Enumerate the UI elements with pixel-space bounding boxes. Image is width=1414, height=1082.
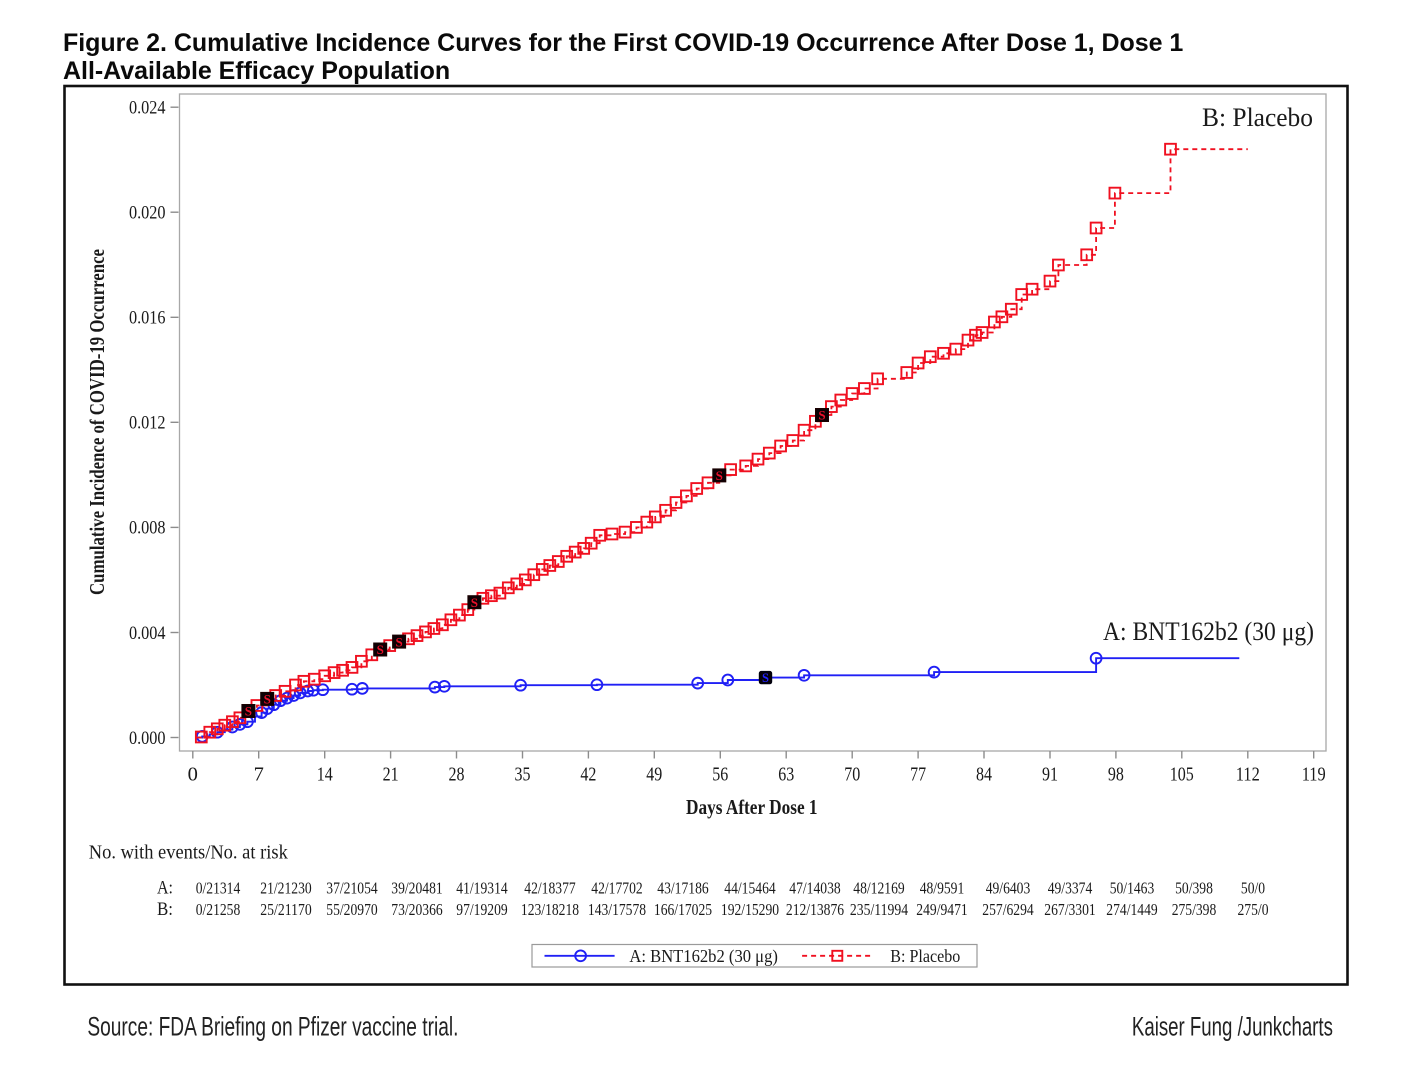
svg-text:49/6403: 49/6403 <box>986 879 1031 898</box>
svg-text:0.008: 0.008 <box>129 518 166 539</box>
svg-text:55/20970: 55/20970 <box>326 900 377 919</box>
svg-text:A:: A: <box>157 879 173 899</box>
svg-text:25/21170: 25/21170 <box>260 900 311 919</box>
svg-text:S: S <box>762 671 769 685</box>
svg-text:Days After Dose 1: Days After Dose 1 <box>686 795 818 819</box>
svg-text:48/12169: 48/12169 <box>853 879 904 898</box>
svg-text:119: 119 <box>1302 764 1326 786</box>
svg-text:48/9591: 48/9591 <box>920 879 965 898</box>
svg-text:S: S <box>716 468 723 483</box>
svg-text:257/6294: 257/6294 <box>982 900 1034 919</box>
svg-text:0.024: 0.024 <box>129 98 166 119</box>
svg-text:14: 14 <box>317 764 333 786</box>
svg-text:143/17578: 143/17578 <box>588 900 646 919</box>
svg-text:S: S <box>471 595 478 610</box>
svg-text:0.012: 0.012 <box>129 413 166 434</box>
svg-text:43/17186: 43/17186 <box>657 879 708 898</box>
svg-text:70: 70 <box>844 764 860 786</box>
svg-text:S: S <box>818 408 825 423</box>
svg-text:41/19314: 41/19314 <box>456 879 508 898</box>
svg-text:S: S <box>395 634 402 649</box>
svg-text:49: 49 <box>646 764 662 786</box>
svg-text:0: 0 <box>188 764 198 786</box>
svg-text:63: 63 <box>778 764 794 786</box>
svg-text:35: 35 <box>515 764 531 786</box>
svg-text:49/3374: 49/3374 <box>1048 879 1093 898</box>
svg-text:37/21054: 37/21054 <box>326 879 378 898</box>
svg-text:249/9471: 249/9471 <box>916 900 967 919</box>
svg-text:97/19209: 97/19209 <box>456 900 507 919</box>
svg-text:212/13876: 212/13876 <box>786 900 844 919</box>
svg-text:105: 105 <box>1170 764 1194 786</box>
svg-text:47/14038: 47/14038 <box>789 879 840 898</box>
svg-text:235/11994: 235/11994 <box>850 900 909 919</box>
svg-text:0/21314: 0/21314 <box>196 879 241 898</box>
svg-text:0.000: 0.000 <box>129 728 166 749</box>
svg-text:21: 21 <box>383 764 399 786</box>
svg-text:44/15464: 44/15464 <box>724 879 776 898</box>
svg-text:A: BNT162b2 (30 μg): A: BNT162b2 (30 μg) <box>629 946 778 967</box>
svg-text:B: Placebo: B: Placebo <box>890 946 960 966</box>
svg-text:84: 84 <box>976 764 992 786</box>
svg-text:73/20366: 73/20366 <box>391 900 442 919</box>
svg-text:50/0: 50/0 <box>1241 879 1265 898</box>
svg-text:42/17702: 42/17702 <box>591 879 642 898</box>
svg-text:0.016: 0.016 <box>129 308 166 329</box>
svg-text:39/20481: 39/20481 <box>391 879 442 898</box>
svg-text:98: 98 <box>1108 764 1124 786</box>
svg-text:77: 77 <box>910 764 926 786</box>
svg-text:0.004: 0.004 <box>129 623 166 644</box>
svg-text:S: S <box>264 692 271 707</box>
svg-text:No. with events/No. at risk: No. with events/No. at risk <box>89 843 288 864</box>
svg-text:275/0: 275/0 <box>1238 900 1269 919</box>
svg-text:42: 42 <box>580 764 596 786</box>
svg-text:28: 28 <box>449 764 465 786</box>
svg-text:0.020: 0.020 <box>129 203 166 224</box>
svg-text:21/21230: 21/21230 <box>260 879 311 898</box>
svg-text:S: S <box>377 642 384 657</box>
svg-text:91: 91 <box>1042 764 1058 786</box>
svg-text:Kaiser Fung /Junkcharts: Kaiser Fung /Junkcharts <box>1132 1011 1333 1041</box>
svg-text:267/3301: 267/3301 <box>1044 900 1095 919</box>
svg-text:Source: FDA Briefing on Pfizer: Source: FDA Briefing on Pfizer vaccine t… <box>87 1011 458 1041</box>
svg-text:192/15290: 192/15290 <box>721 900 779 919</box>
svg-text:274/1449: 274/1449 <box>1106 900 1157 919</box>
svg-text:56: 56 <box>712 764 728 786</box>
svg-text:S: S <box>245 704 252 719</box>
svg-text:A: BNT162b2 (30 μg): A: BNT162b2 (30 μg) <box>1103 617 1314 646</box>
svg-text:Cumulative Incidence of COVID-: Cumulative Incidence of COVID-19 Occurre… <box>85 249 109 595</box>
svg-text:0/21258: 0/21258 <box>196 900 241 919</box>
svg-text:50/398: 50/398 <box>1175 879 1213 898</box>
svg-text:B: Placebo: B: Placebo <box>1202 103 1313 132</box>
svg-text:50/1463: 50/1463 <box>1110 879 1155 898</box>
svg-text:123/18218: 123/18218 <box>521 900 579 919</box>
svg-text:275/398: 275/398 <box>1172 900 1217 919</box>
svg-text:B:: B: <box>157 900 173 920</box>
svg-text:7: 7 <box>254 764 264 786</box>
svg-text:166/17025: 166/17025 <box>654 900 712 919</box>
svg-text:42/18377: 42/18377 <box>524 879 576 898</box>
svg-text:112: 112 <box>1236 764 1260 786</box>
